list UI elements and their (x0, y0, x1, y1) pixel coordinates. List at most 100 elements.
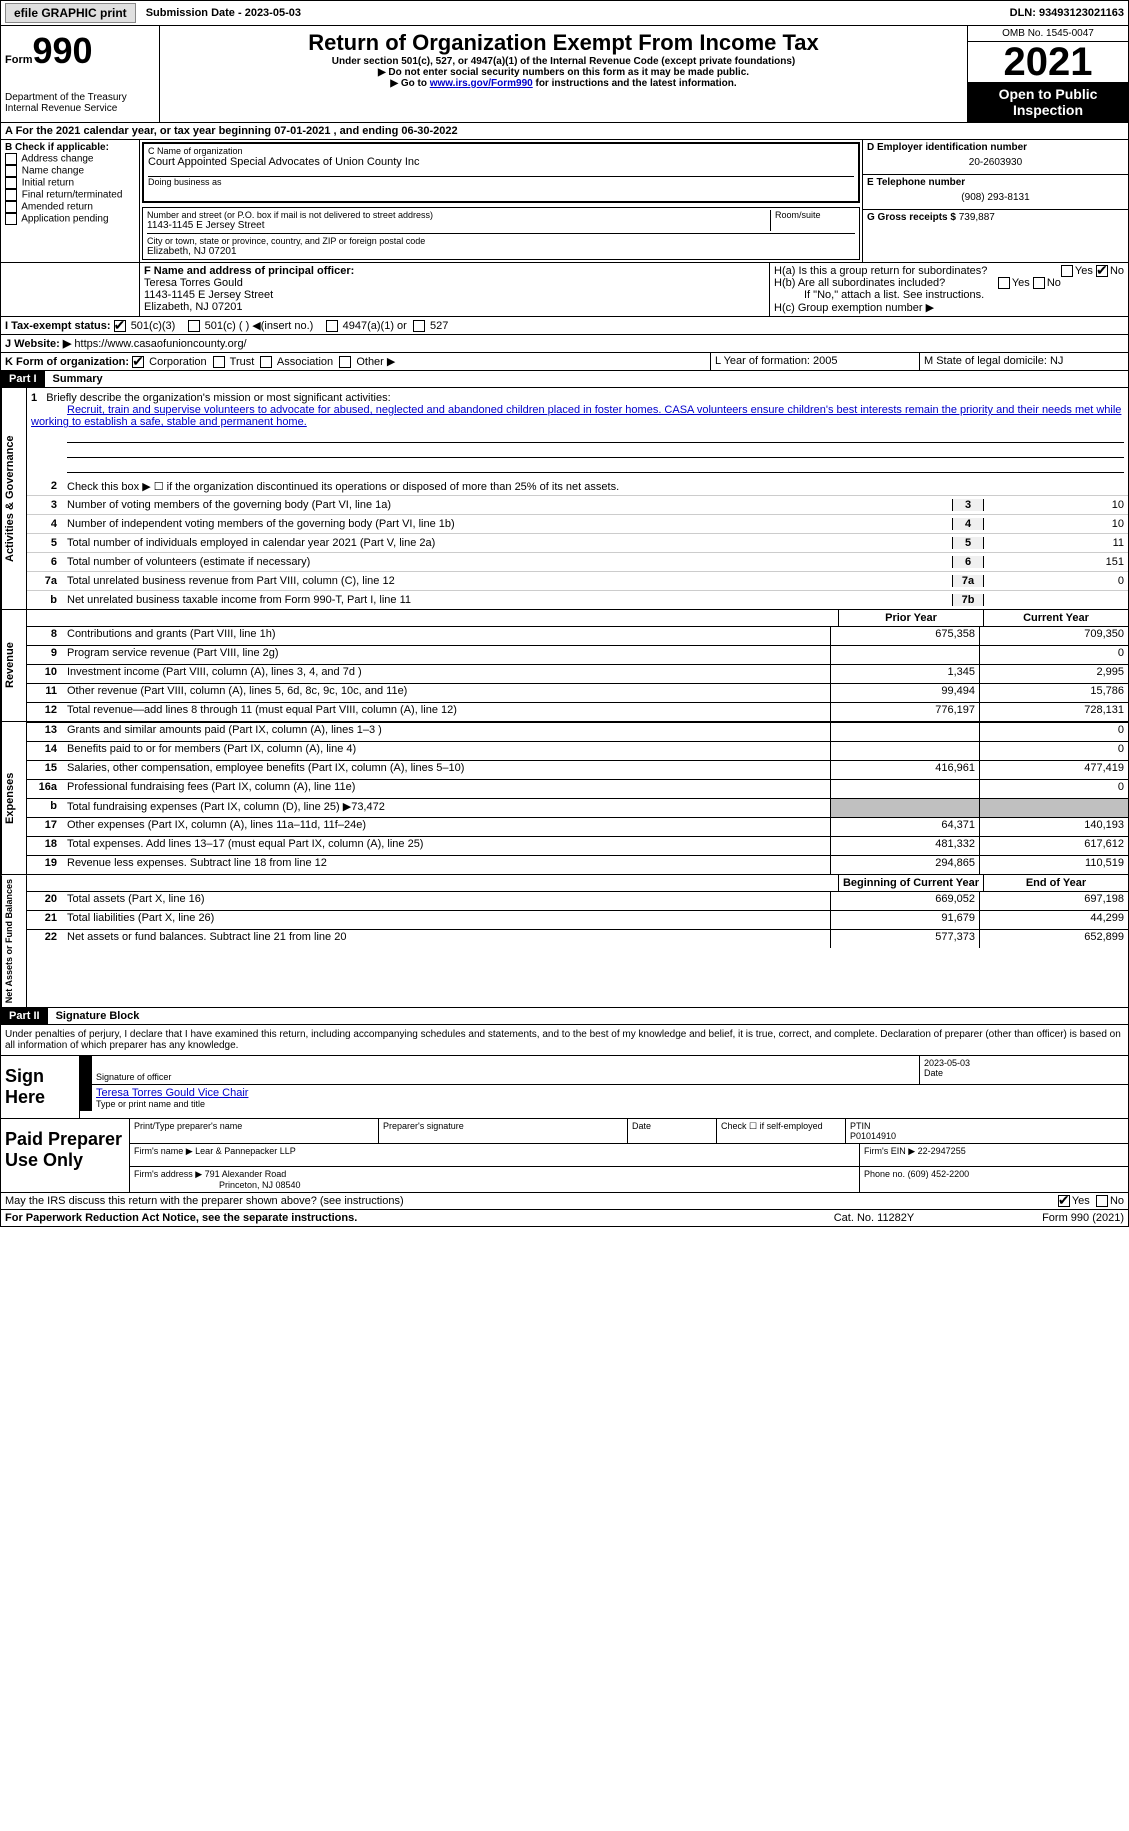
assoc-checkbox[interactable] (260, 356, 272, 368)
mission-text: Recruit, train and supervise volunteers … (31, 404, 1121, 428)
arrow-icon (80, 1085, 92, 1111)
phone-label: Phone no. (864, 1169, 905, 1179)
data-line: 8Contributions and grants (Part VIII, li… (27, 626, 1128, 645)
cat-no: Cat. No. 11282Y (774, 1212, 974, 1224)
telephone: (908) 293-8131 (867, 188, 1124, 207)
form-label: Form (5, 54, 33, 66)
dept-label: Department of the Treasury Internal Reve… (5, 92, 155, 114)
k-l-m-row: K Form of organization: Corporation Trus… (0, 353, 1129, 371)
website[interactable]: https://www.casaofunioncounty.org/ (74, 338, 246, 350)
discuss-yes-checkbox[interactable] (1058, 1195, 1070, 1207)
subtitle-1: Under section 501(c), 527, or 4947(a)(1)… (164, 56, 963, 67)
open-public: Open to Public Inspection (968, 82, 1128, 122)
h-b: H(b) Are all subordinates included? Yes … (774, 277, 1124, 289)
501c-checkbox[interactable] (188, 320, 200, 332)
dln: DLN: 93493123021163 (1010, 7, 1124, 19)
paid-preparer: Paid Preparer Use Only Print/Type prepar… (0, 1119, 1129, 1193)
ag-label: Activities & Governance (1, 388, 27, 609)
print-name-label: Type or print name and title (96, 1099, 1124, 1109)
footer: For Paperwork Reduction Act Notice, see … (0, 1210, 1129, 1227)
gross-receipts: 739,887 (959, 212, 995, 223)
f-h-row: F Name and address of principal officer:… (0, 263, 1129, 317)
part1-header: Part I Summary (0, 371, 1129, 388)
b-checkbox[interactable] (5, 177, 17, 189)
sig-declaration: Under penalties of perjury, I declare th… (0, 1025, 1129, 1056)
j-row: J Website: ▶ https://www.casaofunioncoun… (0, 335, 1129, 353)
tel-label: E Telephone number (867, 177, 1124, 188)
line-a: A For the 2021 calendar year, or tax yea… (0, 123, 1129, 140)
preparer-sig-label: Preparer's signature (379, 1119, 628, 1143)
mission-label: Briefly describe the organization's miss… (46, 392, 390, 404)
street-address: 1143-1145 E Jersey Street (147, 220, 770, 231)
preparer-name-label: Print/Type preparer's name (130, 1119, 379, 1143)
city-state-zip: Elizabeth, NJ 07201 (147, 246, 855, 257)
trust-checkbox[interactable] (213, 356, 225, 368)
data-line: 22Net assets or fund balances. Subtract … (27, 929, 1128, 948)
subtitle-3: ▶ Go to www.irs.gov/Form990 for instruct… (164, 78, 963, 89)
officer-print-name: Teresa Torres Gould Vice Chair (96, 1087, 1124, 1099)
activities-governance: Activities & Governance 1 Briefly descri… (0, 388, 1129, 610)
tax-year: 2021 (968, 42, 1128, 82)
discuss-no-checkbox[interactable] (1096, 1195, 1108, 1207)
h-c: H(c) Group exemption number ▶ (774, 301, 1124, 314)
city-label: City or town, state or province, country… (147, 236, 855, 246)
part2-header: Part II Signature Block (0, 1008, 1129, 1025)
net-label: Net Assets or Fund Balances (1, 875, 27, 1007)
ein: 20-2603930 (867, 153, 1124, 172)
corp-checkbox[interactable] (132, 356, 144, 368)
data-line: 9Program service revenue (Part VIII, lin… (27, 645, 1128, 664)
firm-ein: 22-2947255 (918, 1146, 966, 1156)
phone: (609) 452-2200 (908, 1169, 970, 1179)
summary-line: bNet unrelated business taxable income f… (27, 591, 1128, 609)
sig-date-label: Date (924, 1068, 1124, 1078)
officer-addr: 1143-1145 E Jersey Street (144, 289, 765, 301)
4947-checkbox[interactable] (326, 320, 338, 332)
current-year-header: Current Year (983, 610, 1128, 626)
b-checkbox[interactable] (5, 153, 17, 165)
firm-addr: 791 Alexander Road (205, 1169, 287, 1179)
exp-label: Expenses (1, 722, 27, 874)
data-line: 10Investment income (Part VIII, column (… (27, 664, 1128, 683)
top-bar: efile GRAPHIC print Submission Date - 20… (0, 0, 1129, 26)
b-checkbox[interactable] (5, 165, 17, 177)
dba-label: Doing business as (148, 176, 854, 187)
firm-name-label: Firm's name ▶ (134, 1146, 193, 1156)
h-note: If "No," attach a list. See instructions… (774, 289, 1124, 301)
main-title: Return of Organization Exempt From Incom… (164, 30, 963, 56)
i-row: I Tax-exempt status: 501(c)(3) 501(c) ( … (0, 317, 1129, 335)
firm-name: Lear & Pannepacker LLP (195, 1146, 296, 1156)
room-label: Room/suite (770, 210, 855, 231)
firm-addr-label: Firm's address ▶ (134, 1169, 202, 1179)
data-line: 14Benefits paid to or for members (Part … (27, 741, 1128, 760)
expenses-section: Expenses 13Grants and similar amounts pa… (0, 722, 1129, 875)
ptin-label: PTIN (850, 1121, 1124, 1131)
b-checkbox[interactable] (5, 213, 17, 225)
summary-line: 7aTotal unrelated business revenue from … (27, 572, 1128, 591)
other-checkbox[interactable] (339, 356, 351, 368)
b-checkbox[interactable] (5, 201, 17, 213)
data-line: 18Total expenses. Add lines 13–17 (must … (27, 836, 1128, 855)
arrow-icon (80, 1056, 92, 1084)
b-checkbox[interactable] (5, 189, 17, 201)
form-footer: Form 990 (2021) (974, 1212, 1124, 1224)
hb-yes-checkbox[interactable] (998, 277, 1010, 289)
beginning-year-header: Beginning of Current Year (838, 875, 983, 891)
summary-line: 3Number of voting members of the governi… (27, 496, 1128, 515)
efile-button[interactable]: efile GRAPHIC print (5, 3, 136, 23)
data-line: 13Grants and similar amounts paid (Part … (27, 722, 1128, 741)
officer-city: Elizabeth, NJ 07201 (144, 301, 765, 313)
discuss-row: May the IRS discuss this return with the… (0, 1193, 1129, 1210)
ha-yes-checkbox[interactable] (1061, 265, 1073, 277)
data-line: 20Total assets (Part X, line 16)669,0526… (27, 891, 1128, 910)
main-info: B Check if applicable: Address change Na… (0, 140, 1129, 263)
501c3-checkbox[interactable] (114, 320, 126, 332)
hb-no-checkbox[interactable] (1033, 277, 1045, 289)
ein-label: D Employer identification number (867, 142, 1124, 153)
submission-date: Submission Date - 2023-05-03 (146, 7, 301, 19)
527-checkbox[interactable] (413, 320, 425, 332)
irs-link[interactable]: www.irs.gov/Form990 (430, 78, 533, 89)
ha-no-checkbox[interactable] (1096, 265, 1108, 277)
gross-label: G Gross receipts $ (867, 212, 956, 223)
sig-officer-label: Signature of officer (96, 1072, 915, 1082)
subtitle-2: ▶ Do not enter social security numbers o… (164, 67, 963, 78)
